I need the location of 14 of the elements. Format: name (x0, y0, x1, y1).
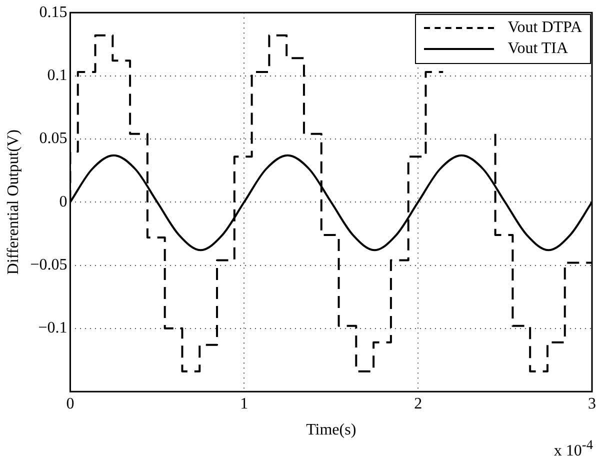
y-axis-title: Differential Output(V) (4, 130, 22, 275)
text: x 10$^{-4}$ (554, 436, 593, 460)
y-tick-label: 0.15 (39, 4, 68, 21)
x-tick-label: 1 (240, 395, 248, 412)
y-tick-label: 0.1 (47, 66, 68, 84)
y-tick-label: −0.05 (30, 256, 68, 274)
x-axis-title: Time(s) (306, 422, 356, 439)
y-tick-label: −0.1 (38, 320, 68, 337)
x-tick-label: 3 (588, 395, 596, 412)
x-tick-label: 2 (414, 395, 422, 412)
y-tick-label: 0.05 (39, 130, 68, 148)
legend-label: Vout DTPA (508, 19, 582, 38)
y-tick-label: 0 (59, 193, 68, 210)
legend-label: Vout TIA (508, 40, 568, 58)
